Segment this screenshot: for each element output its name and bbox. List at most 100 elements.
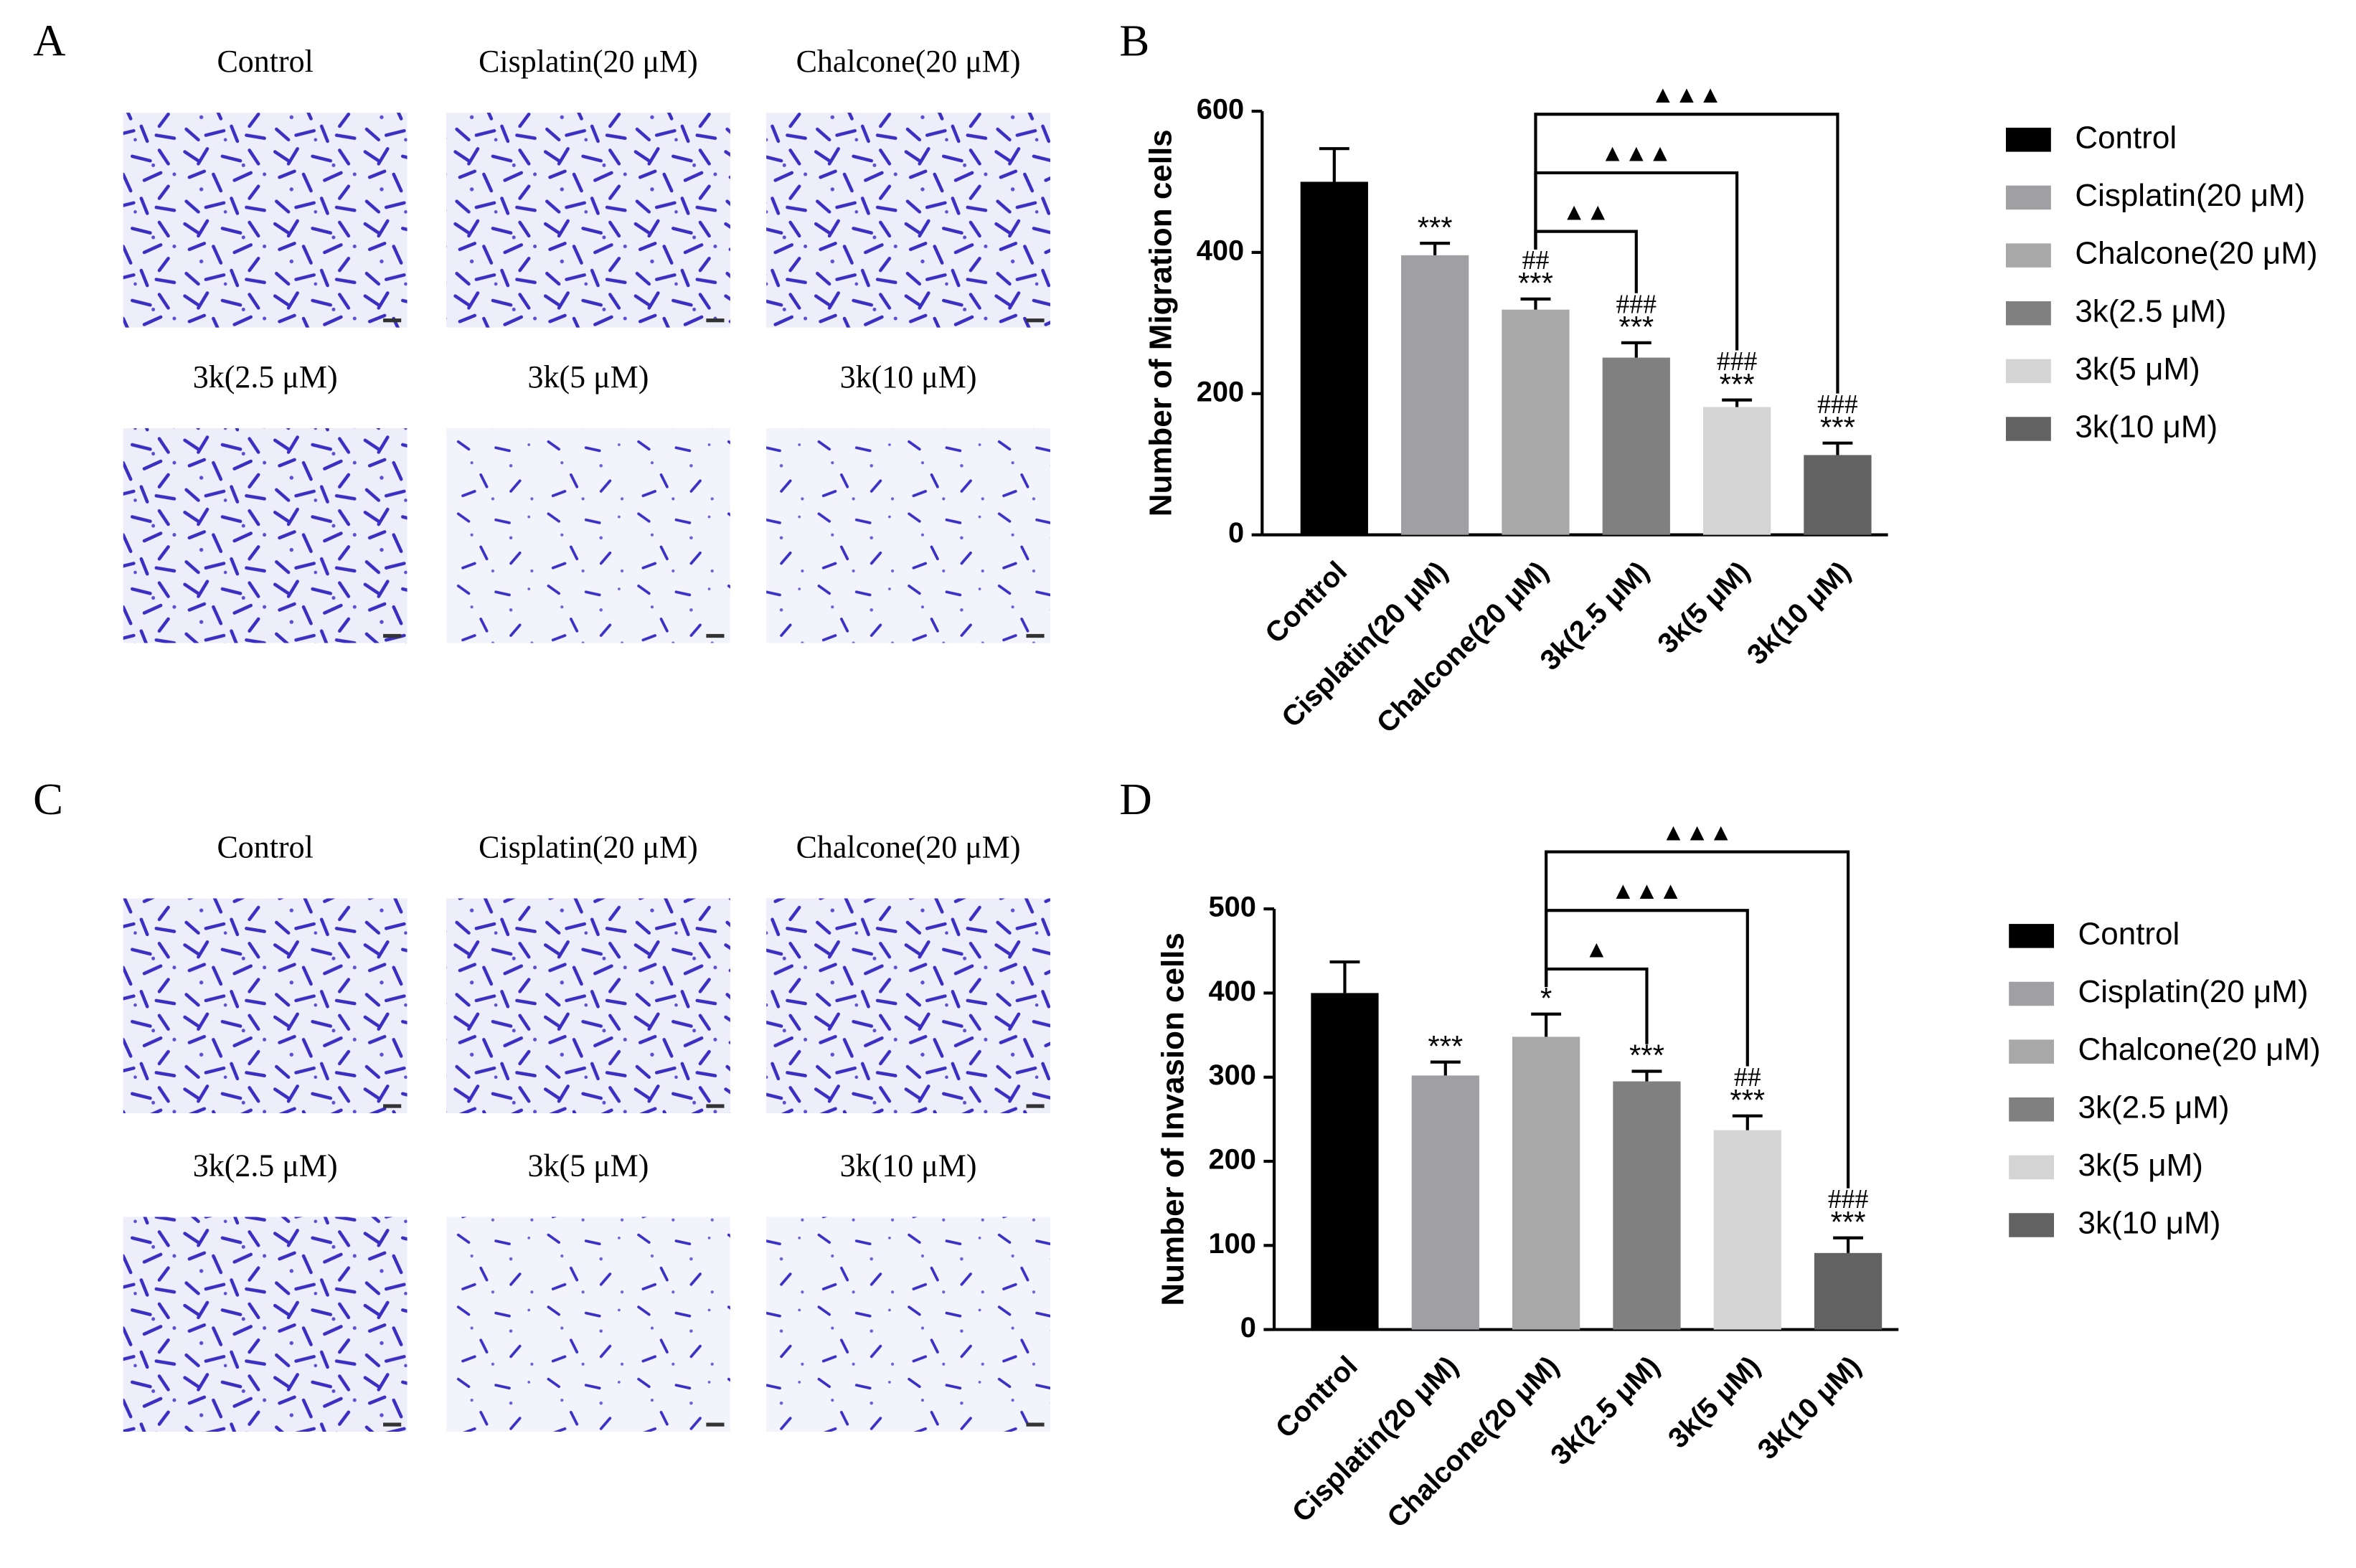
comparison-label: ▲▲▲	[1651, 82, 1722, 108]
x-tick-label: 3k(10 μM)	[1741, 555, 1857, 671]
legend-swatch	[2006, 243, 2051, 268]
significance-label: ***	[1730, 1083, 1765, 1117]
bar	[1713, 1130, 1781, 1330]
bar	[1512, 1036, 1580, 1330]
panel-label: C	[33, 774, 63, 824]
scale-bar	[383, 318, 402, 323]
significance-label: ###	[1828, 1184, 1869, 1214]
micrograph	[123, 113, 407, 328]
x-tick-label: Cisplatin(20 μM)	[1276, 555, 1453, 733]
y-tick-label: 600	[1197, 94, 1244, 126]
scale-bar	[706, 633, 725, 638]
image-caption: 3k(5 μM)	[527, 1148, 649, 1184]
legend-label: Cisplatin(20 μM)	[2075, 178, 2305, 213]
x-tick-label: Chalcone(20 μM)	[1381, 1350, 1565, 1534]
scale-bar	[1026, 1104, 1045, 1108]
significance-label: ##	[1734, 1062, 1761, 1092]
x-tick-label: 3k(5 μM)	[1651, 555, 1756, 659]
scale-bar	[383, 1104, 402, 1108]
comparison-label: ▲▲▲	[1662, 819, 1733, 846]
legend-label: Chalcone(20 μM)	[2075, 236, 2317, 271]
significance-label: ##	[1522, 245, 1550, 275]
image-caption: 3k(2.5 μM)	[193, 359, 338, 395]
y-tick-label: 0	[1228, 517, 1244, 549]
image-caption: 3k(10 μM)	[840, 359, 977, 395]
y-tick-label: 200	[1197, 376, 1244, 407]
legend-label: Control	[2078, 916, 2180, 951]
y-tick-label: 500	[1209, 892, 1256, 923]
micrograph	[123, 428, 407, 643]
x-tick-label: Cisplatin(20 μM)	[1286, 1350, 1464, 1528]
bar	[1602, 357, 1670, 535]
y-tick-label: 0	[1240, 1312, 1256, 1343]
comparison-bracket	[1545, 967, 1649, 1044]
micrograph	[766, 898, 1050, 1113]
micrograph	[123, 1217, 407, 1432]
legend-label: 3k(2.5 μM)	[2078, 1090, 2230, 1125]
image-caption: Chalcone(20 μM)	[796, 830, 1021, 865]
scale-bar	[706, 1104, 725, 1108]
significance-label: ***	[1428, 1029, 1463, 1063]
panel-label: B	[1119, 15, 1149, 65]
comparison-label: ▲	[1585, 937, 1608, 963]
micrograph	[446, 1217, 730, 1432]
panel-label: D	[1119, 774, 1151, 824]
y-tick-label: 300	[1209, 1059, 1256, 1091]
bar	[1702, 407, 1771, 535]
scale-bar	[706, 1422, 725, 1427]
scale-bar	[1026, 633, 1045, 638]
y-tick-label: 100	[1209, 1228, 1256, 1260]
legend-swatch	[2006, 185, 2051, 210]
y-tick-label: 400	[1197, 235, 1244, 266]
image-caption: Cisplatin(20 μM)	[479, 830, 698, 865]
x-tick-label: 3k(5 μM)	[1662, 1350, 1766, 1454]
legend-label: Control	[2075, 120, 2177, 155]
legend-swatch	[2009, 1155, 2055, 1180]
legend-swatch	[2006, 301, 2051, 326]
significance-label: ***	[1618, 310, 1654, 344]
x-tick-label: Control	[1270, 1350, 1364, 1444]
bar	[1401, 255, 1469, 535]
legend-label: 3k(10 μM)	[2078, 1206, 2221, 1241]
micrograph	[766, 113, 1050, 328]
legend-swatch	[2009, 1213, 2055, 1237]
bar	[1804, 455, 1872, 535]
comparison-label: ▲▲	[1562, 199, 1609, 225]
significance-label: ***	[1831, 1205, 1866, 1239]
y-tick-label: 200	[1209, 1144, 1256, 1176]
scale-bar	[383, 633, 402, 638]
y-tick-label: 400	[1209, 976, 1256, 1007]
micrograph	[766, 428, 1050, 643]
significance-label: *	[1540, 981, 1552, 1015]
significance-label: ***	[1720, 367, 1755, 401]
comparison-bracket	[1534, 113, 1839, 394]
legend-swatch	[2009, 981, 2055, 1006]
legend-swatch	[2006, 128, 2051, 152]
scale-bar	[1026, 318, 1045, 323]
significance-label: ###	[1817, 389, 1858, 420]
micrograph	[123, 898, 407, 1113]
bar	[1411, 1075, 1479, 1330]
scale-bar	[1026, 1422, 1045, 1427]
significance-label: ***	[1418, 210, 1453, 244]
micrograph	[446, 898, 730, 1113]
comparison-label: ▲▲▲	[1611, 878, 1682, 905]
micrograph	[446, 428, 730, 643]
comparison-label: ▲▲▲	[1601, 141, 1672, 167]
legend-swatch	[2009, 1039, 2055, 1064]
image-caption: Control	[217, 44, 313, 79]
image-caption: 3k(5 μM)	[527, 359, 649, 395]
x-tick-label: Chalcone(20 μM)	[1371, 555, 1555, 739]
scale-bar	[706, 318, 725, 323]
significance-label: ***	[1820, 410, 1855, 444]
significance-label: ###	[1616, 289, 1657, 319]
bar	[1300, 181, 1368, 535]
significance-label: ***	[1518, 266, 1553, 300]
micrograph	[446, 113, 730, 328]
x-tick-label: 3k(10 μM)	[1752, 1350, 1867, 1465]
legend-label: 3k(5 μM)	[2078, 1148, 2203, 1183]
legend-label: 3k(10 μM)	[2075, 410, 2218, 445]
y-axis-label: Number of Migration cells	[1144, 129, 1179, 516]
